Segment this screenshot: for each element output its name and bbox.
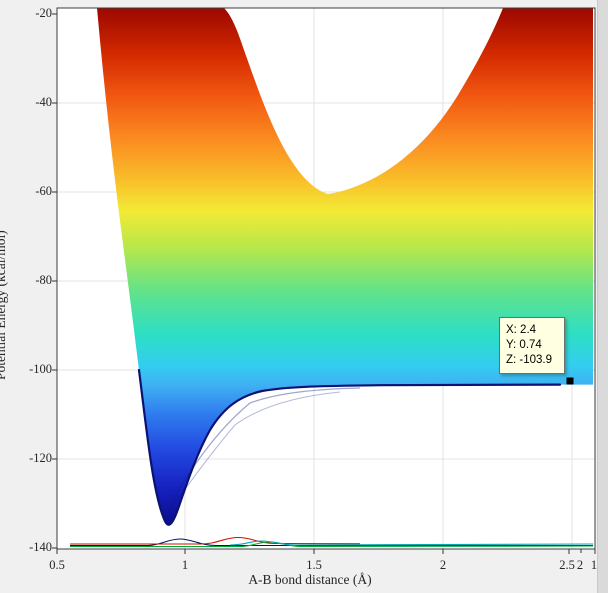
- datatip-z-value: Z: -103.9: [506, 354, 553, 366]
- x-axis-label: A-B bond distance (Å): [248, 572, 372, 587]
- depth-tick-label: 2: [576, 558, 584, 572]
- y-tick-label: -80: [35, 273, 52, 287]
- x-tick-label: 0.5: [49, 558, 65, 572]
- axes-box: [56, 7, 596, 550]
- baseline-curves: [70, 536, 594, 548]
- window-right-edge: [597, 0, 608, 593]
- morse-potential-surface[interactable]: [97, 8, 593, 525]
- datatip-marker[interactable]: [566, 377, 574, 385]
- datatip[interactable]: X: 2.4 Y: 0.74 Z: -103.9: [499, 317, 565, 374]
- x-tick-label: 1: [181, 558, 189, 572]
- x-tick-label: 2: [439, 558, 447, 572]
- x-tick-label: 2.5: [559, 558, 575, 572]
- y-tick-label: -40: [35, 95, 52, 109]
- y-tick-label: -20: [35, 6, 52, 20]
- y-axis-label: Potential Energy (kcal/mol): [0, 230, 8, 380]
- depth-tick-label: 1: [590, 558, 598, 572]
- datatip-y-value: Y: 0.74: [506, 339, 542, 351]
- y-tick-label: -60: [35, 184, 52, 198]
- y-tick-label: -140: [29, 540, 52, 554]
- y-tick-label: -100: [29, 362, 52, 376]
- y-tick-label: -120: [29, 451, 52, 465]
- surface-front-edge: [137, 368, 562, 526]
- tick-marks: [52, 13, 596, 554]
- x-tick-label: 1.5: [306, 558, 322, 572]
- datatip-x-value: X: 2.4: [506, 324, 537, 336]
